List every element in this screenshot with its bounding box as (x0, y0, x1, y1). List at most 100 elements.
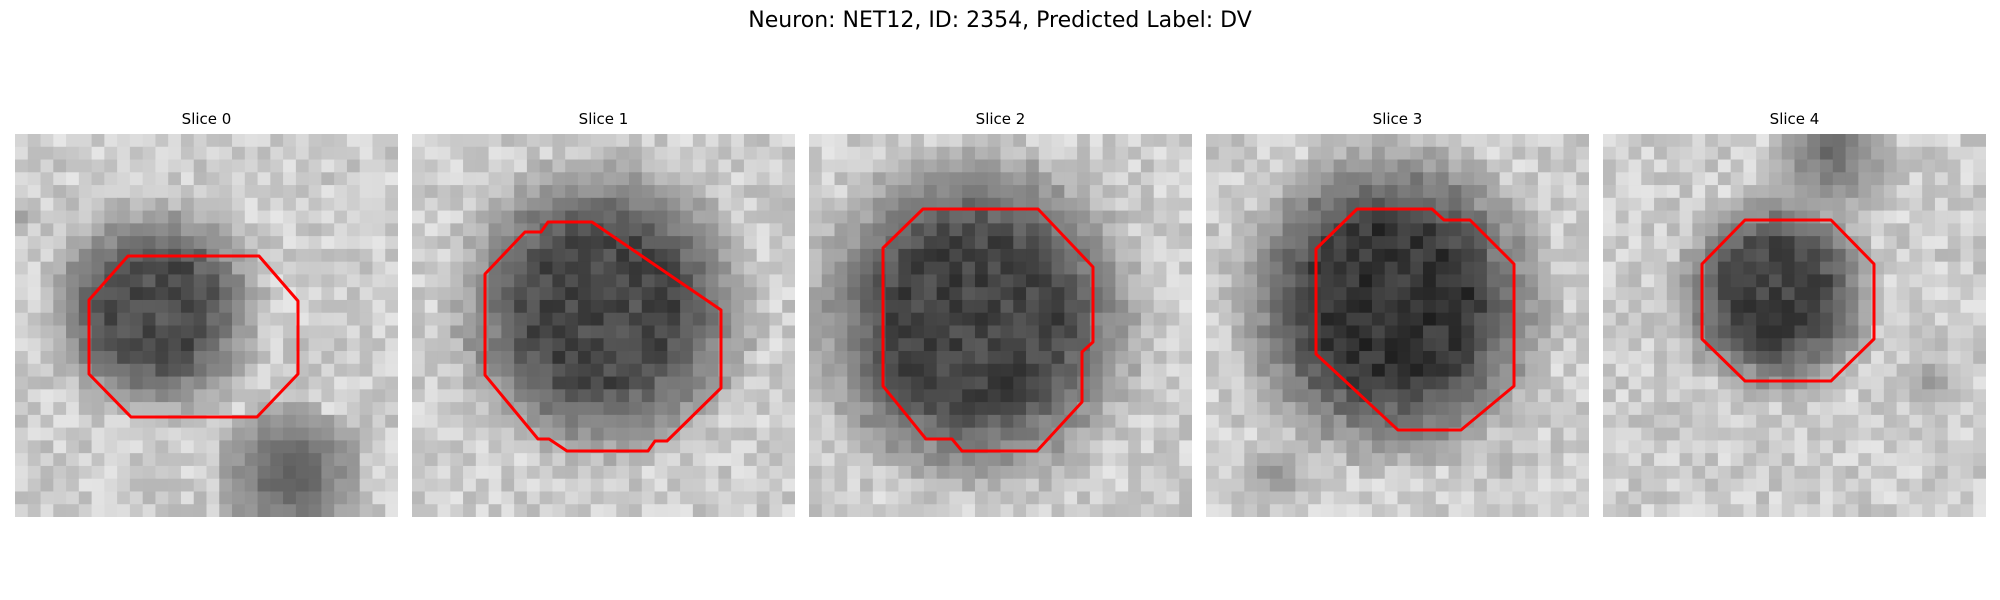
pixel (193, 402, 208, 416)
pixel (1512, 402, 1526, 416)
pixel (1576, 491, 1589, 505)
pixel (911, 134, 925, 148)
pixel (1615, 236, 1630, 250)
pixel (731, 172, 745, 186)
pixel (15, 491, 29, 505)
pixel (782, 287, 795, 301)
pixel (1692, 427, 1706, 441)
pixel (1140, 504, 1155, 517)
pixel (1218, 338, 1233, 352)
pixel (359, 236, 374, 250)
pixel (1333, 146, 1348, 161)
pixel (117, 504, 131, 517)
pixel (590, 465, 605, 480)
pixel (1282, 478, 1296, 493)
pixel (654, 402, 668, 416)
pixel (743, 338, 758, 352)
pixel (1295, 325, 1309, 339)
pixel (346, 159, 361, 173)
pixel (193, 261, 208, 276)
pixel (40, 236, 54, 250)
pixel (270, 338, 284, 352)
pixel (193, 427, 208, 441)
pixel (91, 210, 105, 224)
pixel (1717, 248, 1732, 263)
pixel (514, 363, 528, 378)
pixel (1282, 351, 1296, 365)
pixel (180, 363, 195, 378)
pixel (1960, 427, 1974, 441)
pixel (1654, 236, 1668, 250)
pixel (321, 465, 335, 480)
pixel (1423, 134, 1437, 148)
pixel (577, 427, 592, 441)
pixel (641, 159, 656, 173)
pixel (244, 491, 259, 505)
pixel (1308, 465, 1322, 480)
pixel (1679, 261, 1693, 276)
pixel (1153, 134, 1168, 148)
pixel (629, 465, 643, 480)
pixel (1486, 248, 1501, 263)
pixel (27, 299, 42, 314)
pixel (412, 491, 426, 505)
pixel (295, 491, 310, 505)
pixel (1153, 197, 1168, 212)
pixel (1603, 261, 1617, 276)
pixel (168, 491, 182, 505)
pixel (1461, 325, 1475, 339)
pixel (155, 299, 169, 314)
pixel (1435, 402, 1450, 416)
pixel (1781, 236, 1796, 250)
pixel (1768, 223, 1783, 237)
pixel (641, 376, 656, 390)
pixel (1231, 287, 1245, 301)
pixel (206, 478, 220, 493)
pixel (424, 274, 439, 288)
pixel (1768, 185, 1783, 199)
pixel (590, 491, 605, 505)
pixel (949, 504, 963, 517)
pixel (1947, 236, 1962, 250)
pixel (1563, 427, 1577, 441)
pixel (1206, 453, 1220, 467)
pixel (1359, 236, 1373, 250)
pixel (1026, 414, 1040, 429)
pixel (1282, 185, 1296, 199)
pixel (1717, 376, 1732, 390)
pixel (987, 172, 1002, 186)
pixel (514, 210, 528, 224)
pixel (104, 427, 118, 441)
pixel (1474, 363, 1488, 378)
pixel (1679, 172, 1693, 186)
pixel (334, 185, 348, 199)
pixel (1128, 402, 1142, 416)
pixel (654, 134, 668, 148)
pixel (1832, 248, 1847, 263)
pixel (1794, 274, 1808, 288)
pixel (501, 338, 515, 352)
pixel (15, 274, 29, 288)
pixel (1679, 210, 1693, 224)
pixel (898, 351, 912, 365)
pixel (1576, 440, 1589, 454)
pixel (949, 274, 963, 288)
pixel (155, 504, 169, 517)
pixel (1435, 440, 1450, 454)
pixel (142, 236, 157, 250)
pixel (809, 491, 823, 505)
pixel (1794, 172, 1808, 186)
pixel (565, 376, 579, 390)
pixel (1628, 440, 1642, 454)
pixel (616, 478, 630, 493)
pixel (232, 376, 246, 390)
pixel (1077, 287, 1091, 301)
pixel (244, 363, 259, 378)
pixel (321, 376, 335, 390)
pixel (437, 197, 451, 212)
pixel (743, 363, 758, 378)
pixel (1026, 312, 1040, 327)
pixel (1140, 159, 1155, 173)
pixel (1257, 197, 1271, 212)
pixel (1371, 478, 1386, 493)
